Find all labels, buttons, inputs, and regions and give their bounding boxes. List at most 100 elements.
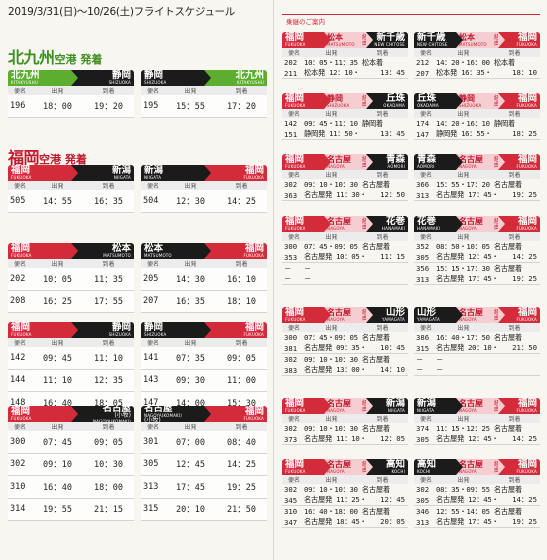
departure-info: 名古屋発 12：45・	[436, 252, 499, 261]
origin-roman: FUKUOKA	[285, 164, 306, 170]
flight-number: 347	[284, 517, 298, 527]
destination: 名古屋 (小牧) NAGOYA(KOMAKI)	[71, 406, 134, 422]
route-header: 福岡 FUKUOKA 静岡 SHIZUOKA	[8, 322, 134, 338]
page-title: 2019/3/31(日)～10/26(土)フライトスケジュール	[8, 6, 235, 18]
flight-number: 305	[416, 495, 430, 505]
arrival-time: 19：20	[94, 101, 123, 112]
table-row: 212 14：20・16：00 松本着	[414, 57, 540, 68]
route-header: 高知 KOCHI 名古屋 経由 NAGOYA 福岡 FUKUOKA	[414, 459, 540, 475]
via: 名古屋 経由 NAGOYA	[456, 216, 505, 232]
flight-number: 174	[416, 119, 430, 128]
table-row: 142 09：45・11：10 静岡着	[282, 118, 408, 129]
via-sub: 経由	[494, 461, 501, 474]
destination: 青森 AOMORI	[366, 154, 408, 170]
label-dep: 出発	[457, 50, 470, 57]
via-name: 松本	[327, 32, 343, 42]
flight-number: 301	[143, 436, 159, 447]
destination: 福岡 FUKUOKA	[204, 322, 267, 338]
route-header: 福岡 FUKUOKA 名古屋 経由 NAGOYA 青森 AOMORI	[282, 154, 408, 170]
column-labels: 便名 出発 到着	[141, 338, 267, 347]
flight-number: 352	[416, 242, 430, 251]
connection-table: 山形 YAMAGATA 名古屋 経由 NAGOYA 福岡 FUKUOKA 便名 出発 到着 386 1…	[414, 307, 540, 376]
destination-name: 花巻	[385, 216, 405, 227]
via: 名古屋 経由 NAGOYA	[456, 398, 505, 414]
table-row: 347 名古屋発 18：45・ 20：05	[282, 517, 408, 528]
arrival-time: 14：25	[512, 252, 537, 261]
departure-info: 14：20・16：10 静岡着	[436, 118, 515, 128]
departure-time: 07：45	[43, 437, 72, 448]
departure-info: 名古屋発 11：25・	[304, 495, 367, 504]
departure-time: 07：00	[176, 437, 205, 448]
departure-info: 名古屋発 17：45・	[436, 190, 499, 199]
label-dep: 出発	[184, 261, 197, 268]
label-arr: 到着	[508, 50, 521, 57]
via-name: 名古屋	[459, 307, 483, 317]
origin-roman: OKADAMA	[417, 103, 439, 109]
notice-header: 乗継のご案内	[282, 14, 540, 26]
table-row: 302 09：10 10：30	[8, 453, 134, 476]
connection-table: 丘珠 OKADAMA 静岡 経由 SHIZUOKA 福岡 FUKUOKA 便名 出発 到着 174 1…	[414, 93, 540, 140]
origin: 福岡 FUKUOKA	[282, 32, 331, 48]
departure-info: 名古屋発 17：45・	[436, 517, 499, 526]
route-header: 福岡 FUKUOKA 名古屋 経由 NAGOYA 花巻 HANAMAKI	[282, 216, 408, 232]
departure-time: 11：10	[43, 376, 72, 387]
departure-info: 12：55・14：05 名古屋着	[436, 506, 522, 516]
via-name: 名古屋	[459, 459, 483, 469]
connection-table: 福岡 FUKUOKA 名古屋 経由 NAGOYA 高知 KOCHI 便名 出発 到着 302 09：1…	[282, 459, 408, 528]
label-dep: 出発	[325, 416, 338, 423]
route-header: 福岡 FUKUOKA 名古屋 経由 NAGOYA 高知 KOCHI	[282, 459, 408, 475]
route-header: 静岡 SHIZUOKA 北九州 KITAKYUSHU	[141, 70, 267, 86]
arrival-time: 16：35	[94, 196, 123, 207]
flight-number: 148	[10, 397, 26, 408]
route-header: 福岡 FUKUOKA 静岡 経由 SHIZUOKA 丘珠 OKADAMA	[282, 93, 408, 109]
destination: 花巻 HANAMAKI	[366, 216, 408, 232]
destination-roman: SHIZUOKA	[108, 332, 131, 338]
via: 名古屋 経由 NAGOYA	[456, 307, 505, 323]
via-roman: SHIZUOKA	[327, 102, 350, 108]
origin-name: 福岡	[11, 165, 31, 176]
departure-time: 09：10	[43, 460, 72, 471]
destination-roman: FUKUOKA	[516, 42, 537, 48]
label-arr: 到着	[235, 424, 248, 431]
arrival-time: 14：25	[512, 434, 537, 443]
origin-name: 福岡	[11, 406, 31, 417]
connection-table: 福岡 FUKUOKA 名古屋 経由 NAGOYA 新潟 NIIGATA 便名 出発 到着 302 09…	[282, 398, 408, 445]
column-labels: 便名 出発 到着	[282, 48, 408, 57]
route-header: 福岡 FUKUOKA 松本 経由 MATSUMOTO 新千歳 NEW CHITOSE	[282, 32, 408, 48]
arrival-time: 10：30	[94, 460, 123, 471]
table-row: 314 19：55 21：15	[8, 498, 134, 521]
connection-table: 青森 AOMORI 名古屋 経由 NAGOYA 福岡 FUKUOKA 便名 出発 到着 366 15：…	[414, 154, 540, 201]
origin-roman: NIIGATA	[144, 175, 162, 181]
table-row: 315 20：10 21：50	[141, 498, 267, 521]
via-sub: 経由	[362, 95, 369, 108]
table-row: 310 16：40・18：00 名古屋着	[282, 506, 408, 517]
destination-roman: FUKUOKA	[516, 226, 537, 232]
via: 静岡 経由 SHIZUOKA	[324, 93, 373, 109]
destination-roman: NAGOYA(KOMAKI)	[92, 419, 131, 422]
label-flight: 便名	[13, 261, 26, 268]
via-sub: 経由	[494, 309, 501, 322]
column-labels: 便名 出発 到着	[414, 414, 540, 423]
table-row: 142 09：45 11：10	[8, 347, 134, 370]
label-flight: 便名	[287, 325, 300, 332]
label-arr: 到着	[508, 416, 521, 423]
origin: 福岡 FUKUOKA	[282, 216, 331, 232]
via: 名古屋 経由 NAGOYA	[456, 459, 505, 475]
arrival-time: 12：35	[94, 376, 123, 387]
arrival-time: 12：45	[380, 495, 405, 504]
origin-name: 静岡	[144, 70, 164, 81]
destination-name: 静岡	[111, 322, 131, 333]
label-arr: 到着	[235, 88, 248, 95]
via-roman: NAGOYA	[327, 163, 345, 169]
destination-roman: FUKUOKA	[516, 103, 537, 109]
destination-name: 丘珠	[385, 93, 405, 104]
table-row: 300 07：45・09：05 名古屋着	[282, 332, 408, 343]
flight-table: 福岡 FUKUOKA 新潟 NIIGATA 便名 出発 到着 505 14：55 16：35	[8, 165, 134, 213]
destination: 新千歳 NEW CHITOSE	[366, 32, 408, 48]
departure-info: 09：10・10：30 名古屋着	[304, 179, 390, 189]
table-row: 302 09：10・10：30 名古屋着	[282, 423, 408, 434]
label-flight: 便名	[146, 88, 159, 95]
route-header: 福岡 FUKUOKA 名古屋 (小牧) NAGOYA(KOMAKI)	[8, 406, 134, 422]
table-row: 345 名古屋発 11：25・ 12：45	[282, 495, 408, 506]
flight-number: 302	[10, 459, 26, 470]
